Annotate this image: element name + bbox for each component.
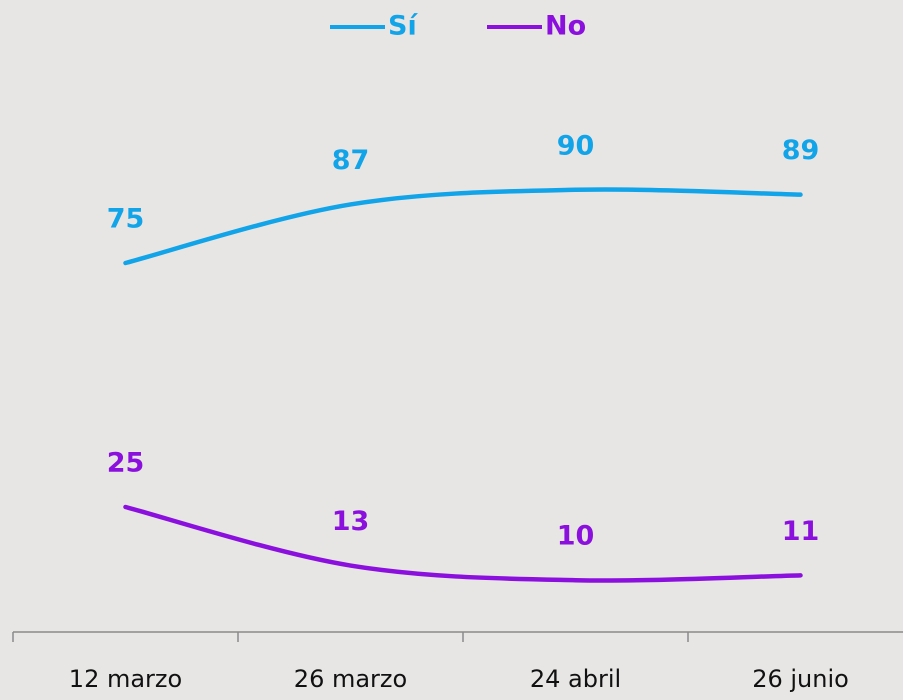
data-label: 75 — [107, 204, 145, 235]
data-label: 89 — [782, 135, 820, 166]
x-tick-label: 26 junio — [752, 665, 849, 693]
x-tick-label: 24 abril — [530, 665, 621, 693]
data-label: 25 — [107, 448, 145, 479]
data-label: 10 — [557, 521, 595, 552]
line — [123, 504, 803, 583]
x-tick-label: 12 marzo — [69, 665, 182, 693]
line — [123, 187, 803, 266]
data-label: 90 — [557, 130, 595, 161]
data-label: 87 — [332, 145, 370, 176]
legend-label: No — [545, 11, 586, 42]
data-label: 13 — [332, 506, 370, 537]
legend-label: Sí — [388, 11, 418, 42]
data-label: 11 — [782, 516, 820, 547]
x-tick-label: 26 marzo — [294, 665, 407, 693]
